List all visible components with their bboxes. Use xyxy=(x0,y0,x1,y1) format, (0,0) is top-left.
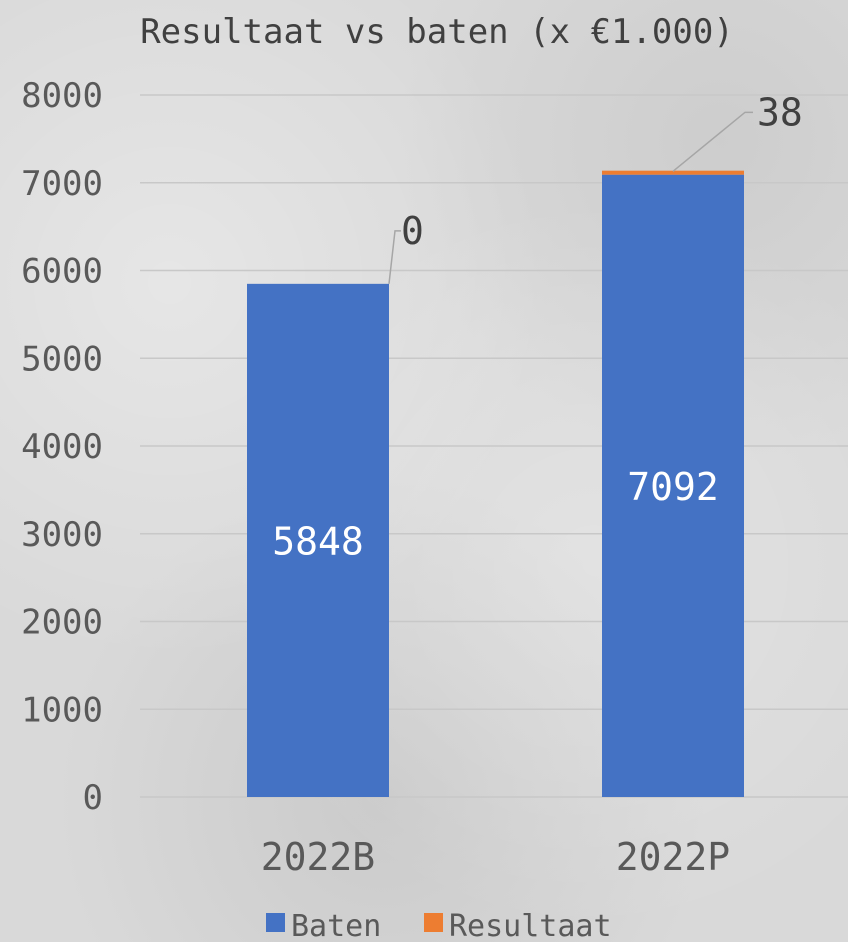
legend-swatch-resultaat xyxy=(424,913,443,932)
legend-swatch-baten xyxy=(266,913,285,932)
y-tick-label: 4000 xyxy=(21,427,103,467)
data-labels: 5848 0 7092 38 xyxy=(272,90,803,563)
x-category-label: 2022B xyxy=(261,835,375,879)
data-label-baten: 5848 xyxy=(272,519,364,563)
data-label-resultaat: 38 xyxy=(757,90,803,134)
y-tick-label: 1000 xyxy=(21,690,103,730)
legend-label-resultaat: Resultaat xyxy=(449,909,612,942)
y-tick-label: 5000 xyxy=(21,339,103,379)
bars xyxy=(247,170,744,797)
y-tick-label: 2000 xyxy=(21,603,103,643)
y-axis-tick-labels: 0 1000 2000 3000 4000 5000 6000 7000 8000 xyxy=(21,76,103,818)
bar-baten-2022b xyxy=(247,283,389,797)
legend-label-baten: Baten xyxy=(291,909,381,942)
leader-line xyxy=(672,111,753,172)
x-category-label: 2022P xyxy=(616,835,730,879)
bar-baten-2022p xyxy=(602,174,744,797)
chart-title: Resultaat vs baten (x €1.000) xyxy=(140,12,734,52)
y-tick-label: 6000 xyxy=(21,252,103,292)
y-tick-label: 8000 xyxy=(21,76,103,116)
x-axis-category-labels: 2022B 2022P xyxy=(261,835,730,879)
bar-resultaat-2022p xyxy=(602,170,744,175)
y-tick-label: 7000 xyxy=(21,164,103,204)
y-tick-label: 3000 xyxy=(21,515,103,555)
y-tick-label: 0 xyxy=(83,778,103,818)
legend: Baten Resultaat xyxy=(266,909,612,942)
data-label-baten: 7092 xyxy=(627,465,719,509)
leader-line xyxy=(388,230,401,284)
data-label-resultaat: 0 xyxy=(401,209,424,253)
